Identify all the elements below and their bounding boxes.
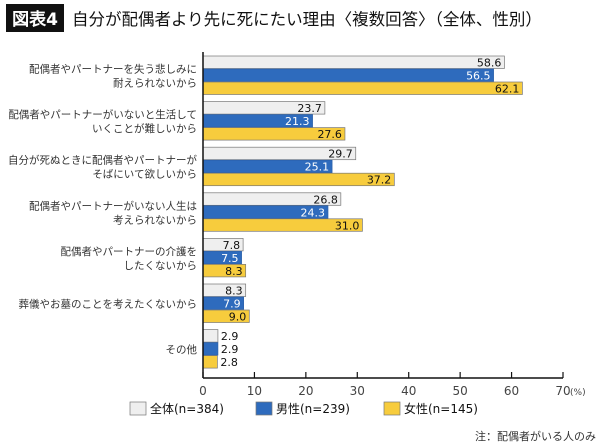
data-label: 8.3 [225, 265, 243, 278]
data-label: 25.1 [305, 161, 330, 174]
category-label: 配偶者やパートナーがいないと生活して [8, 108, 197, 121]
data-label: 7.5 [221, 252, 239, 265]
legend-label: 全体(n=384) [150, 401, 224, 416]
data-label: 56.5 [466, 70, 491, 83]
data-label: 29.7 [328, 148, 353, 161]
category-label: 配偶者やパートナーを失う悲しみに [29, 63, 197, 76]
data-label: 31.0 [335, 219, 360, 232]
data-label: 21.3 [285, 115, 310, 128]
x-tick-label: 50 [453, 384, 468, 398]
x-tick-label: 60 [504, 384, 519, 398]
category-label: そばにいて欲しいから [92, 168, 197, 181]
bar-all [202, 329, 219, 343]
figure-badge: 図表4 [12, 9, 58, 30]
x-tick-label: 70 [555, 384, 570, 398]
category-label: その他 [166, 343, 198, 356]
category-label: 配偶者やパートナーがいない人生は [29, 199, 197, 212]
x-tick-label: 0 [199, 384, 207, 398]
data-label: 37.2 [367, 174, 392, 187]
x-unit-label: (%) [570, 388, 586, 398]
bar-female [202, 81, 523, 95]
category-label: 葬儀やお墓のことを考えたくないから [19, 298, 198, 311]
data-label: 2.9 [221, 343, 239, 356]
bar-female [202, 172, 395, 187]
x-tick-label: 10 [247, 384, 262, 398]
bar-female [202, 355, 218, 369]
footnote: 注：配偶者がいる人のみ [475, 429, 596, 443]
x-tick-label: 20 [298, 384, 313, 398]
legend-swatch [383, 401, 401, 416]
data-label: 8.3 [225, 285, 243, 298]
x-tick-label: 30 [350, 384, 365, 398]
data-label: 2.9 [221, 330, 239, 343]
legend-swatch [129, 401, 147, 416]
data-label: 7.8 [223, 239, 241, 252]
data-label: 24.3 [300, 206, 325, 219]
data-label: 9.0 [229, 311, 247, 324]
category-label: 自分が死ぬときに配偶者やパートナーが [8, 154, 197, 167]
category-label: したくないから [124, 260, 198, 272]
legend-label: 男性(n=239) [276, 402, 350, 416]
category-label: 耐えられないから [113, 77, 197, 90]
category-label: 考えられないから [113, 214, 197, 226]
legend-swatch [255, 401, 273, 416]
data-label: 58.6 [477, 57, 502, 70]
category-label: いくことが難しいから [92, 122, 197, 135]
bar-male [202, 342, 219, 356]
data-label: 2.8 [220, 356, 238, 369]
data-label: 7.9 [223, 298, 241, 311]
bar-all [202, 55, 505, 69]
data-label: 27.6 [317, 128, 342, 141]
category-label: 配偶者やパートナーの介護を [61, 245, 198, 258]
data-label: 26.8 [313, 193, 338, 206]
x-tick-label: 40 [401, 384, 416, 398]
data-label: 62.1 [495, 83, 520, 96]
legend-label: 女性(n=145) [404, 401, 478, 416]
figure-badge-bg [6, 4, 64, 32]
data-label: 23.7 [297, 102, 322, 115]
bar-male [202, 68, 494, 82]
chart-title: 自分が配偶者より先に死にたい理由〈複数回答〉（全体、性別） [72, 10, 542, 29]
